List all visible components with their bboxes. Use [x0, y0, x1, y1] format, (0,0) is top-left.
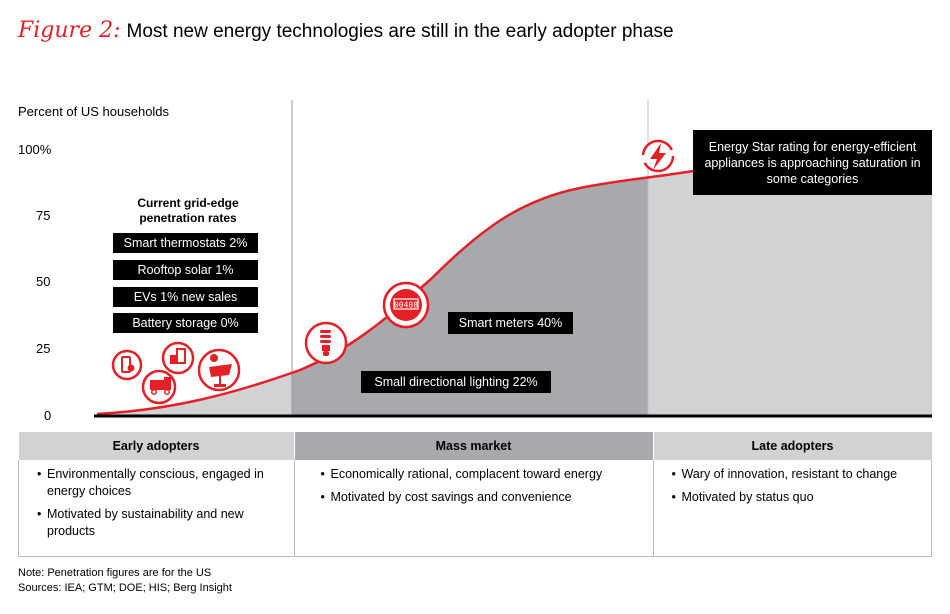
y-axis-label: Percent of US households	[18, 104, 170, 119]
figure-title: Figure 2: Most new energy technologies ar…	[18, 18, 674, 43]
energy-bolt-icon	[641, 139, 675, 173]
penetration-item-battery-storage: Battery storage 0%	[113, 313, 258, 333]
segment-cell-late: Wary of innovation, resistant to change …	[652, 460, 932, 557]
segment-bullet: Motivated by cost savings and convenienc…	[321, 489, 643, 506]
smart-thermostat-icon	[161, 341, 195, 375]
solar-panel-icon	[197, 348, 241, 392]
segment-cell-mass: Economically rational, complacent toward…	[293, 460, 654, 557]
lighting-callout: Small directional lighting 22%	[361, 371, 551, 393]
penetration-item-evs: EVs 1% new sales	[113, 287, 258, 307]
y-tick-100: 100%	[18, 142, 52, 157]
y-tick-50: 50	[36, 274, 51, 289]
energy-star-callout: Energy Star rating for energy-efficient …	[693, 130, 932, 195]
smart-meters-callout: Smart meters 40%	[448, 312, 573, 334]
penetration-item-smart-thermostats: Smart thermostats 2%	[113, 233, 258, 253]
y-tick-75: 75	[36, 208, 51, 223]
penetration-item-rooftop-solar: Rooftop solar 1%	[113, 260, 258, 280]
penetration-title: Current grid-edge penetration rates	[108, 196, 268, 226]
cfl-bulb-icon	[304, 321, 348, 365]
segment-header-early: Early adopters	[18, 432, 295, 460]
segment-header-late: Late adopters	[653, 432, 932, 460]
segment-cell-early: Environmentally conscious, engaged in en…	[18, 460, 295, 557]
segment-bullet: Wary of innovation, resistant to change	[672, 466, 922, 483]
footnote: Note: Penetration figures are for the US…	[18, 566, 232, 596]
ev-truck-icon	[141, 369, 177, 405]
footnote-note: Note: Penetration figures are for the US	[18, 567, 212, 579]
battery-icon	[111, 349, 143, 381]
segment-bullet: Environmentally conscious, engaged in en…	[37, 466, 284, 500]
svg-text:00408: 00408	[394, 301, 418, 310]
segment-bullet: Economically rational, complacent toward…	[321, 466, 643, 483]
segment-bullet: Motivated by status quo	[672, 489, 922, 506]
y-tick-25: 25	[36, 341, 51, 356]
y-tick-0: 0	[44, 408, 52, 423]
figure-label: Figure 2:	[18, 18, 121, 43]
smart-meter-icon: 00408	[382, 281, 430, 329]
segment-bullet: Motivated by sustainability and new prod…	[37, 506, 284, 540]
segments-table: Early adopters Mass market Late adopters…	[18, 432, 932, 557]
late-adopters-area	[648, 159, 932, 415]
mass-market-area	[292, 159, 648, 415]
figure-title-text: Most new energy technologies are still i…	[126, 21, 674, 42]
penetration-title-line2: penetration rates	[139, 211, 237, 225]
penetration-title-line1: Current grid-edge	[137, 196, 239, 210]
segment-header-mass: Mass market	[294, 432, 654, 460]
footnote-sources: Sources: IEA; GTM; DOE; HIS; Berg Insigh…	[18, 582, 232, 594]
